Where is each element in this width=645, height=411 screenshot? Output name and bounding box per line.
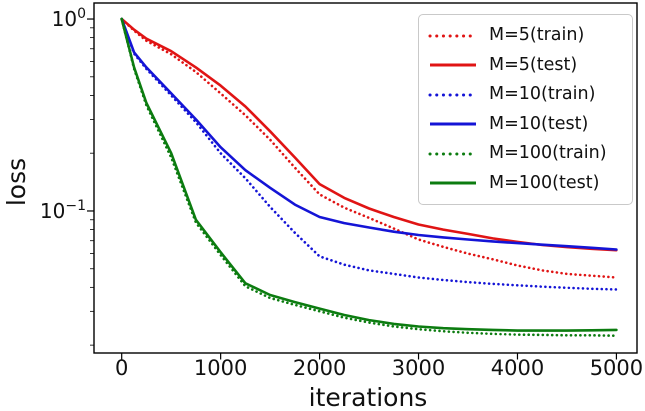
x-axis-title: iterations <box>309 383 428 411</box>
legend-item: M=10(test) <box>428 113 628 134</box>
axis-ticks: 0 1000 2000 3000 4000 5000 100 10−1 <box>40 6 643 380</box>
legend-label: M=10(test) <box>489 113 589 134</box>
plot-frame <box>93 2 638 354</box>
legend-marker-dotted <box>428 34 478 38</box>
legend-item: M=5(train) <box>428 25 628 45</box>
legend-item: M=5(test) <box>428 54 628 75</box>
series-lines <box>120 17 618 337</box>
legend-label: M=100(test) <box>489 172 600 193</box>
legend-marker-dotted <box>428 152 478 156</box>
legend: M=5(train) M=5(test) M=10(train) M=10(test)… <box>418 14 633 205</box>
x-tick-label: 2000 <box>293 356 346 380</box>
series-M=5(train) <box>120 17 618 279</box>
legend-label: M=100(train) <box>489 143 607 163</box>
plot-frame-layer <box>93 2 638 354</box>
legend-marker-solid <box>430 63 476 67</box>
legend-item: M=100(train) <box>428 143 628 163</box>
legend-label: M=10(train) <box>489 84 596 104</box>
x-tick-label: 4000 <box>491 356 544 380</box>
series-M=100(test) <box>120 17 618 332</box>
legend-marker-solid <box>430 181 476 185</box>
legend-marker-solid <box>430 122 476 126</box>
y-tick-label: 10−1 <box>40 198 86 223</box>
y-axis-title: loss <box>2 158 31 206</box>
legend-item: M=100(test) <box>428 172 628 193</box>
legend-label: M=5(test) <box>489 54 578 75</box>
legend-item: M=10(train) <box>428 84 628 104</box>
series-M=10(test) <box>120 17 618 251</box>
x-tick-label: 0 <box>115 356 128 380</box>
y-tick-label: 100 <box>52 6 86 31</box>
legend-marker-dotted <box>428 93 478 97</box>
x-tick-label: 3000 <box>392 356 445 380</box>
x-tick-label: 5000 <box>590 356 643 380</box>
legend-label: M=5(train) <box>489 25 585 45</box>
x-tick-label: 1000 <box>194 356 247 380</box>
